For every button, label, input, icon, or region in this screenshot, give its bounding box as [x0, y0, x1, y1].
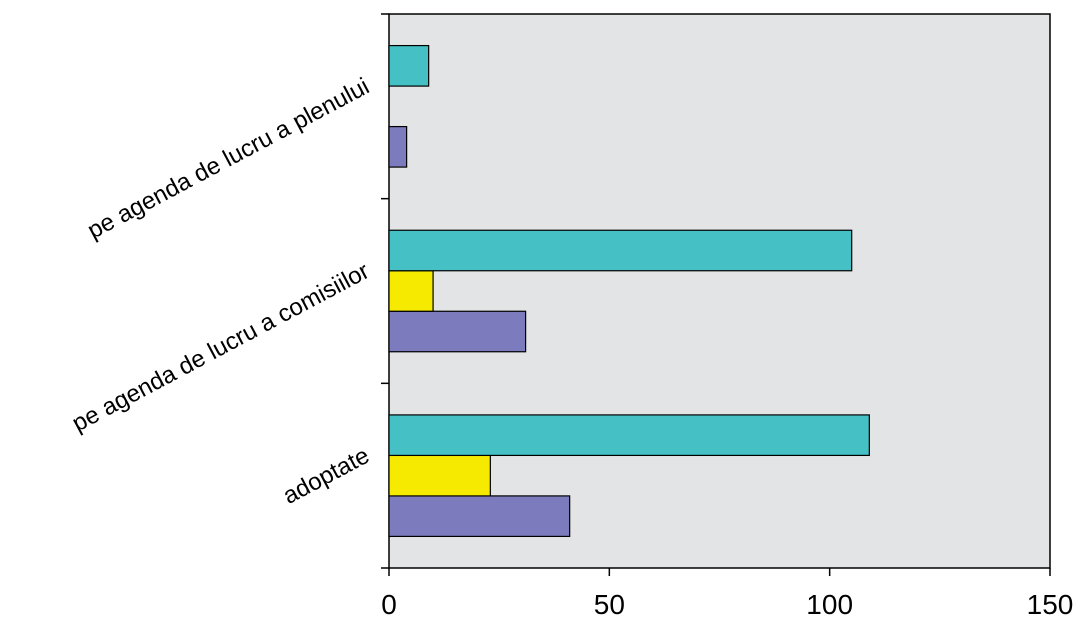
category-label: pe agenda de lucru a plenului — [83, 73, 374, 245]
bar — [388, 454, 491, 497]
category-label: adoptate — [279, 442, 374, 510]
x-tick-label: 150 — [1027, 589, 1074, 620]
bar — [388, 229, 853, 272]
bar — [388, 270, 434, 312]
bar — [388, 44, 430, 87]
bar — [388, 310, 527, 353]
bar — [388, 125, 408, 168]
plot-area — [388, 13, 1051, 569]
bar — [388, 414, 870, 457]
x-tick-label: 50 — [594, 589, 625, 620]
bar — [388, 495, 571, 538]
category-label: pe agenda de lucru a comisiilor — [68, 257, 374, 437]
x-tick-label: 100 — [806, 589, 853, 620]
x-tick-label: 0 — [381, 589, 397, 620]
